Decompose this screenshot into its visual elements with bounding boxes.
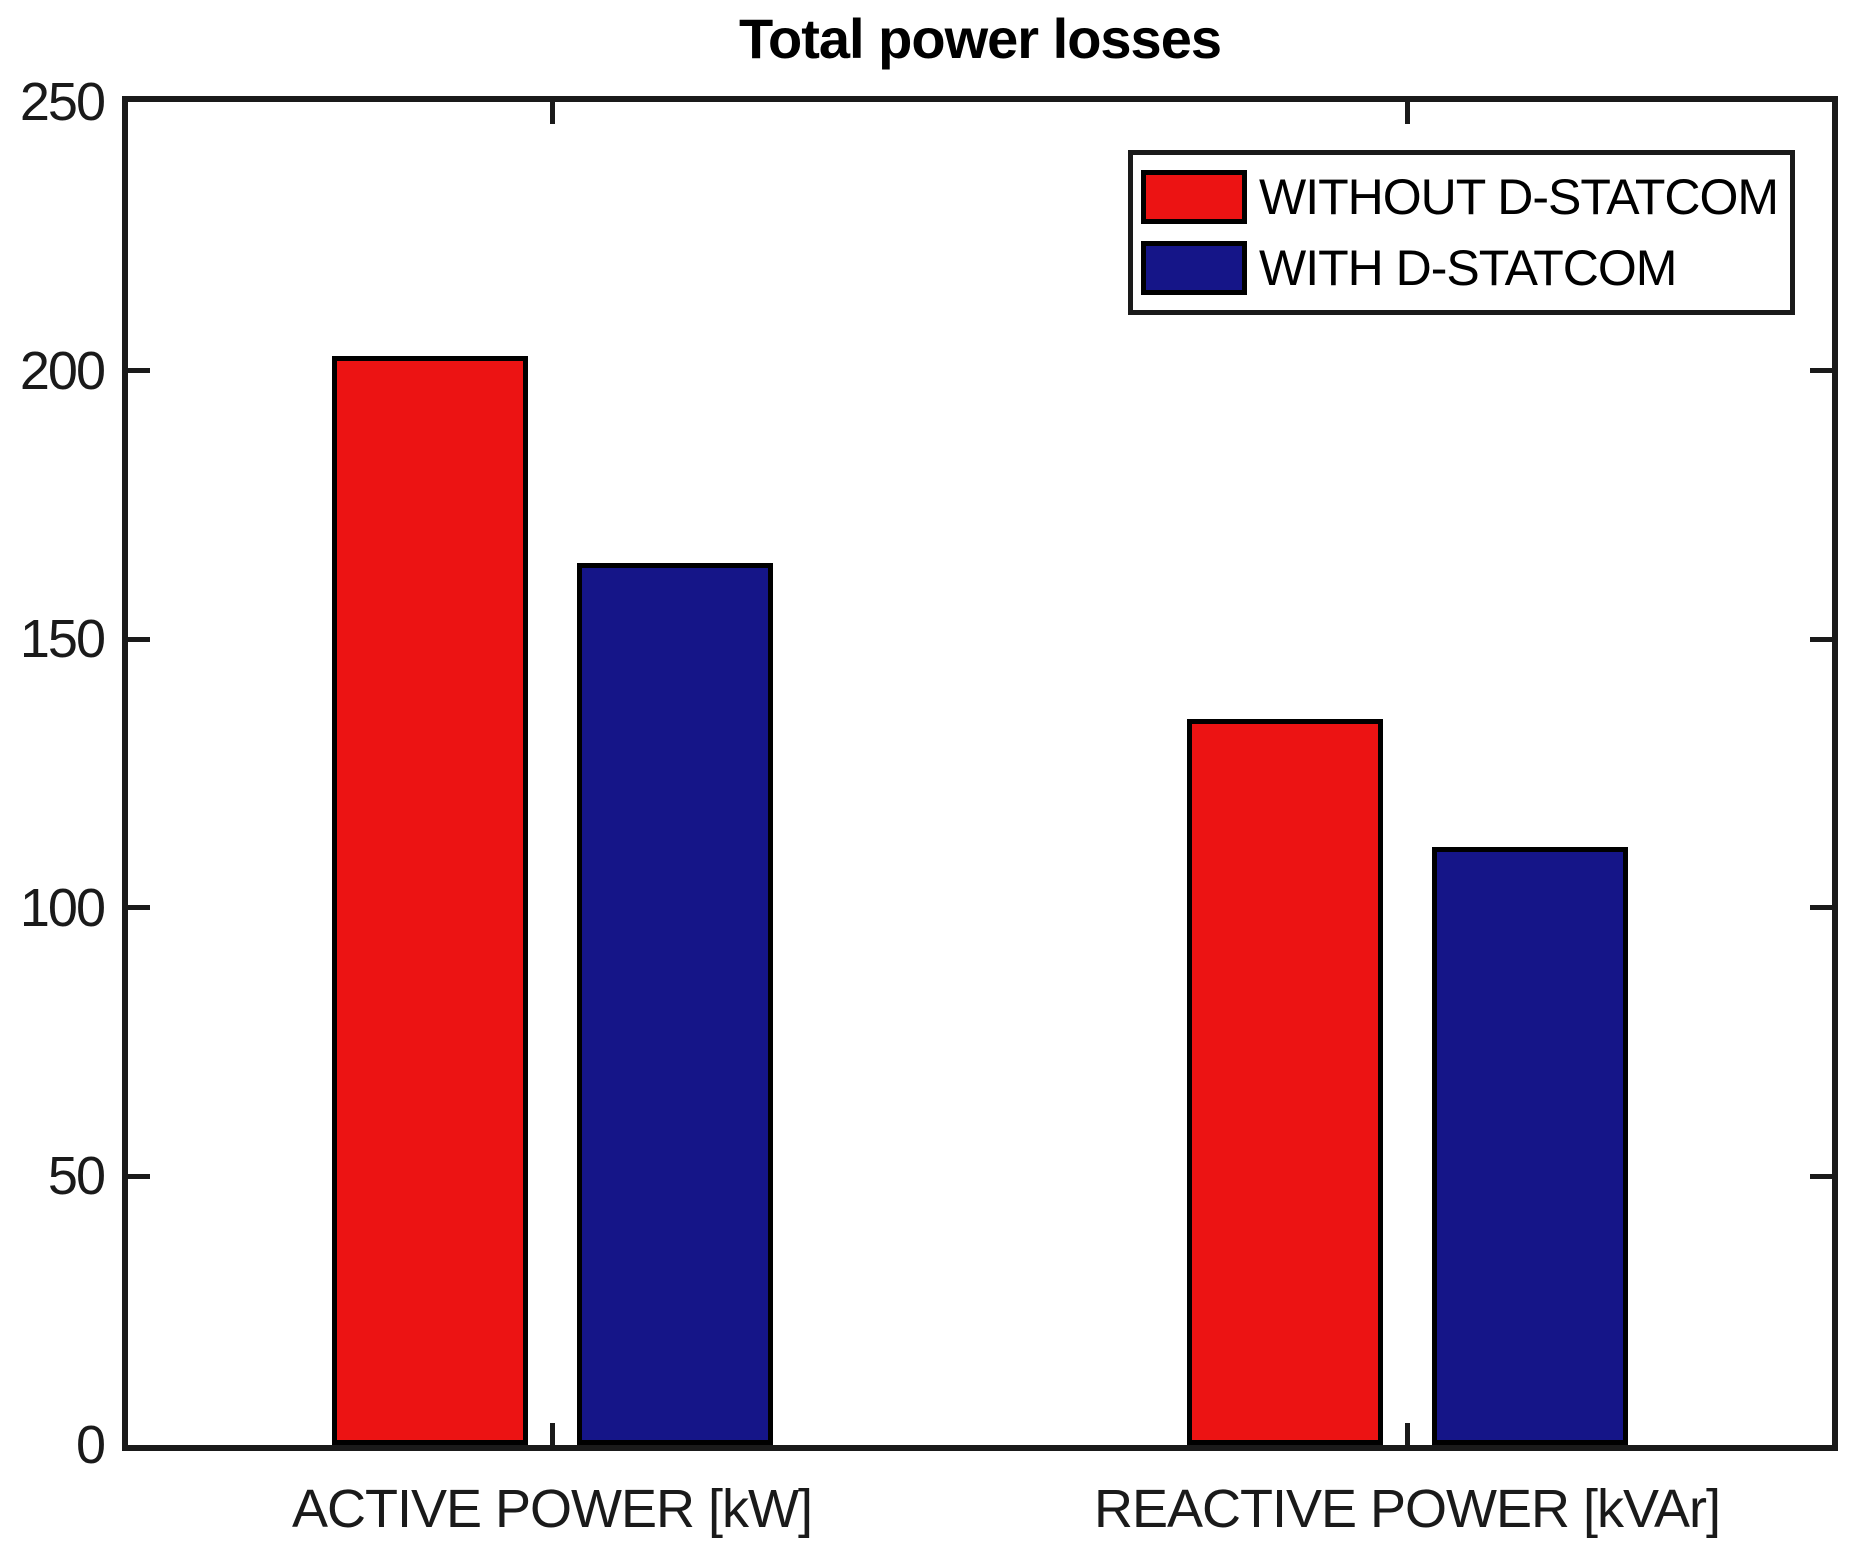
legend-entry-with-dstatcom: WITH D-STATCOM: [1141, 239, 1790, 297]
bar-without-d-statcom-active-power-kw: [331, 356, 528, 1445]
y-tick-label-100: 100: [19, 877, 106, 938]
legend-swatch-with-dstatcom-icon: [1141, 241, 1247, 295]
y-tick-left-100: [128, 905, 150, 911]
y-tick-right-200: [1810, 368, 1832, 374]
legend-label-without-dstatcom: WITHOUT D-STATCOM: [1259, 169, 1779, 225]
bar-without-d-statcom-reactive-power-kvar: [1186, 719, 1383, 1445]
legend-entry-without-dstatcom: WITHOUT D-STATCOM: [1141, 168, 1790, 226]
y-tick-label-50: 50: [47, 1146, 106, 1207]
x-tick-top-active-power-kw: [549, 102, 555, 124]
y-tick-left-200: [128, 368, 150, 374]
y-tick-right-50: [1810, 1173, 1832, 1179]
legend-label-with-dstatcom: WITH D-STATCOM: [1259, 240, 1677, 296]
y-tick-right-150: [1810, 636, 1832, 642]
bar-with-d-statcom-active-power-kw: [576, 563, 773, 1445]
y-tick-left-150: [128, 636, 150, 642]
y-tick-label-200: 200: [19, 340, 106, 401]
y-tick-right-100: [1810, 905, 1832, 911]
bar-with-d-statcom-reactive-power-kvar: [1431, 847, 1628, 1445]
y-tick-label-150: 150: [19, 609, 106, 670]
x-tick-bottom-reactive-power-kvar: [1404, 1423, 1410, 1445]
x-axis-label-active-power-kw: ACTIVE POWER [kW]: [291, 1479, 813, 1539]
y-tick-label-0: 0: [75, 1415, 106, 1475]
legend-swatch-without-dstatcom-icon: [1141, 170, 1247, 224]
plot-inner: [128, 102, 1832, 1445]
x-axis-label-reactive-power-kvar: REACTIVE POWER [kVAr]: [1093, 1479, 1721, 1539]
y-tick-label-250: 250: [19, 72, 106, 132]
y-tick-left-50: [128, 1173, 150, 1179]
plot-area: [122, 96, 1838, 1451]
legend: WITHOUT D-STATCOM WITH D-STATCOM: [1128, 150, 1795, 315]
chart-title: Total power losses: [739, 7, 1222, 70]
x-tick-top-reactive-power-kvar: [1404, 102, 1410, 124]
x-tick-bottom-active-power-kw: [549, 1423, 555, 1445]
